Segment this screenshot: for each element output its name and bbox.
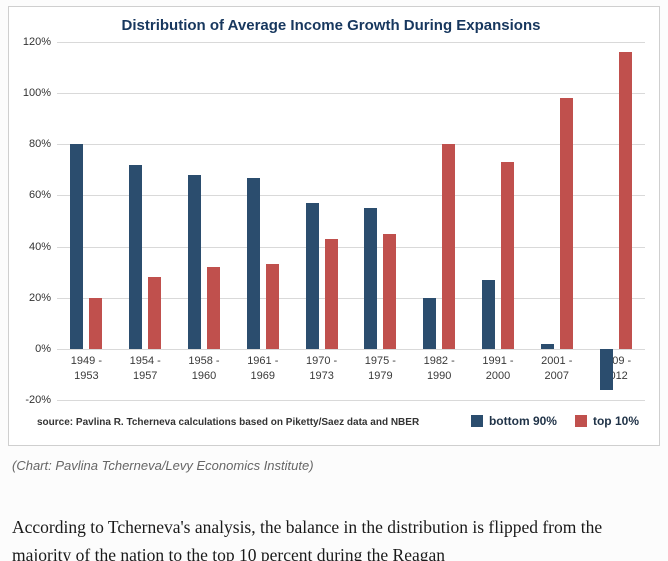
bar-group: 1949 -1953 [57,42,116,400]
source-note: source: Pavlina R. Tcherneva calculation… [37,417,420,428]
legend-item-top10: top 10% [574,414,639,428]
article-paragraph: According to Tcherneva's analysis, the b… [12,517,603,561]
bar-top10 [89,297,103,349]
plot-wrap: -20% 0% 20% 40% 60% 80% 100% 120% 1949 -1953 195… [17,36,645,406]
y-tick-label: 100% [22,87,51,100]
x-axis-label: 1970 -1973 [305,354,338,382]
bar-group: 1958 -1960 [175,42,234,400]
bar-group: 1970 -1973 [292,42,351,400]
bar-bottom90 [246,177,260,349]
y-tick-label: 120% [22,36,51,48]
legend-label-top10: top 10% [592,414,639,428]
bar-top10 [148,277,162,349]
bar-top10 [500,162,514,349]
bar-group: 1961 -1969 [233,42,292,400]
bar-bottom90 [599,348,613,390]
bar-bottom90 [187,174,201,349]
gridline [57,297,645,299]
chart-footer: source: Pavlina R. Tcherneva calculation… [17,414,645,428]
bar-top10 [442,144,456,349]
x-axis-label: 1991 -2000 [482,354,514,382]
x-axis-label: 1958 -1960 [188,354,220,382]
bar-top10 [383,233,397,349]
y-tick-label: 60% [28,189,51,202]
bar-group: 1954 -1957 [116,42,175,400]
x-axis-label: 1949 -1953 [70,354,102,382]
bar-top10 [618,52,632,349]
gridline [57,93,645,95]
bar-group: 2009 -2012 [586,42,645,400]
bar-bottom90 [481,279,495,349]
bar-group: 1982 -1990 [410,42,469,400]
income-growth-chart: Distribution of Average Income Growth Du… [8,6,660,446]
bar-bottom90 [129,164,143,349]
bar-bottom90 [423,297,437,349]
bar-group: 1975 -1979 [351,42,410,400]
bar-group: 2001 -2007 [527,42,586,400]
chart-title: Distribution of Average Income Growth Du… [121,17,541,34]
legend-item-bottom90: bottom 90% [470,414,557,428]
legend-label-bottom90: bottom 90% [488,414,557,428]
bar-bottom90 [364,208,378,349]
gridline [57,246,645,248]
x-axis-label: 1954 -1957 [129,354,161,382]
gridline [57,144,645,146]
gridline [57,195,645,197]
legend-swatch-bottom90 [470,415,483,427]
x-axis-label: 1982 -1990 [423,354,455,382]
gridline [57,400,645,401]
bar-groups: 1949 -1953 1954 -1957 1958 -1960 1961 -1969… [57,42,645,400]
y-tick-label: 80% [28,138,51,151]
legend-swatch-top10 [574,415,587,427]
y-tick-label: 20% [28,291,51,304]
chart-caption: (Chart: Pavlina Tcherneva/Levy Economics… [12,458,314,473]
y-tick-label: -20% [25,394,51,406]
bar-top10 [265,264,279,349]
x-axis-label: 1961 -1969 [247,354,279,382]
x-axis-label: 1975 -1979 [364,354,396,382]
bar-bottom90 [305,203,319,349]
bar-top10 [206,267,220,349]
gridline [57,348,645,350]
y-tick-label: 40% [28,240,51,253]
bar-bottom90 [70,144,84,349]
plot-area: 1949 -1953 1954 -1957 1958 -1960 1961 -1969… [57,42,645,401]
gridline [57,42,645,43]
x-axis-label: 2001 -2007 [541,354,573,382]
bar-bottom90 [540,343,554,349]
y-tick-label: 0% [35,342,51,355]
x-axis-label: 2009 -2012 [599,354,632,382]
y-axis: -20% 0% 20% 40% 60% 80% 100% 120% [17,36,57,406]
bar-top10 [559,98,573,349]
legend: bottom 90% top 10% [470,414,645,428]
bar-top10 [324,238,338,349]
bar-group: 1991 -2000 [469,42,528,400]
